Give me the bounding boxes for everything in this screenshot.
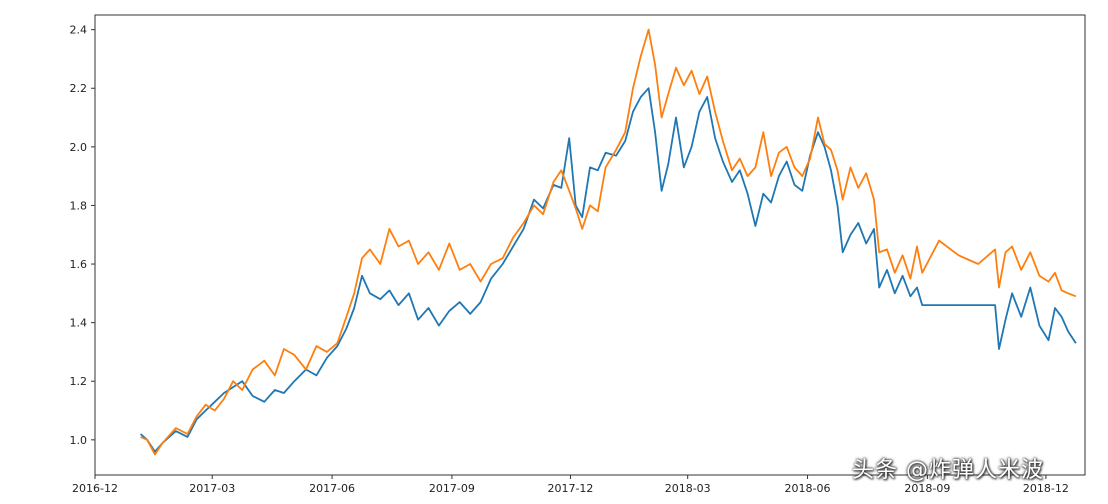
x-tick-label: 2016-12	[72, 482, 118, 495]
series-line-1	[140, 87, 1077, 453]
x-axis: 2016-12 2017-03 2017-06 2017-09 2017-12 2018-…	[72, 475, 1069, 495]
y-tick-label: 1.8	[70, 199, 88, 212]
watermark-text: 头条 @炸弹人米波	[852, 458, 1044, 483]
series-layer	[140, 28, 1077, 456]
y-tick-label: 1.0	[70, 434, 88, 447]
y-tick-label: 2.2	[70, 82, 88, 95]
x-tick-label: 2018-06	[785, 482, 831, 495]
x-tick-label: 2017-03	[189, 482, 235, 495]
x-tick-label: 2017-09	[429, 482, 475, 495]
y-tick-label: 2.0	[70, 141, 88, 154]
x-tick-label: 2018-09	[904, 482, 950, 495]
y-tick-label: 1.2	[70, 375, 88, 388]
x-tick-label: 2018-12	[1023, 482, 1069, 495]
y-axis: 1.0 1.2 1.4 1.6 1.8 2.0 2.2 2.4	[70, 24, 95, 447]
x-tick-label: 2017-06	[309, 482, 355, 495]
y-tick-label: 2.4	[70, 24, 88, 37]
series-line-2	[140, 28, 1077, 456]
y-tick-label: 1.6	[70, 258, 88, 271]
x-tick-label: 2018-03	[665, 482, 711, 495]
y-tick-label: 1.4	[70, 317, 88, 330]
plot-area	[94, 14, 1086, 476]
x-tick-label: 2017-12	[547, 482, 593, 495]
